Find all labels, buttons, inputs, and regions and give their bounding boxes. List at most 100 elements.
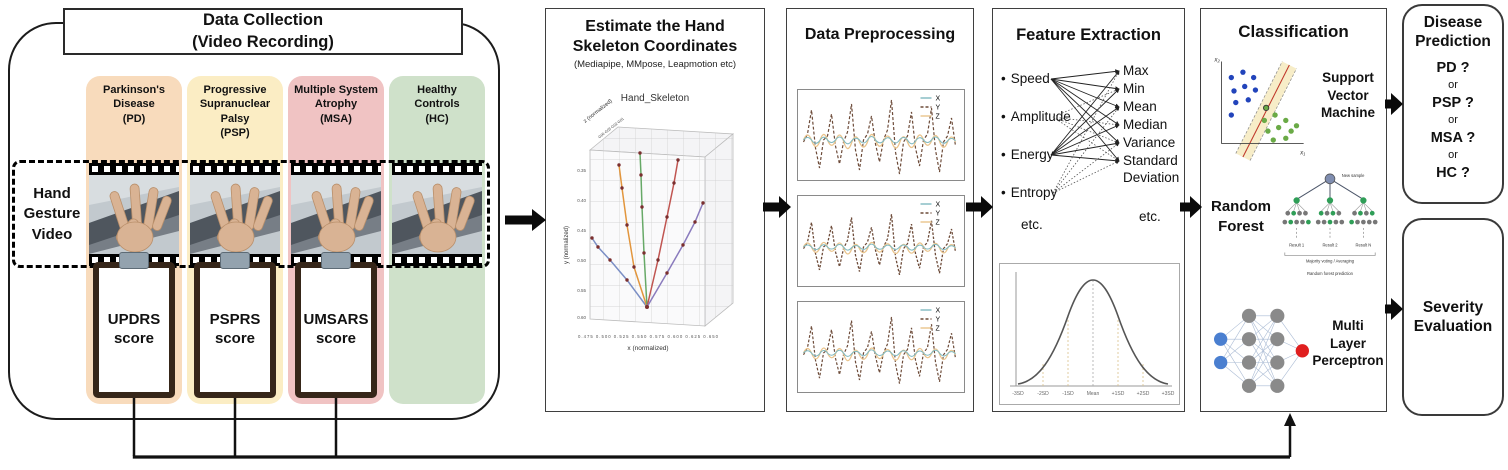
hand-video-still (89, 175, 179, 254)
psprs-score-label: PSPRS score (194, 262, 276, 398)
stat-mean: Mean (1123, 99, 1157, 114)
feedback-arrowhead-icon (1284, 413, 1296, 426)
film-sprockets-icon (291, 163, 381, 175)
legend: X Y Z (920, 308, 941, 333)
legend-z: Z (936, 326, 941, 333)
svg-text:-1SD: -1SD (1062, 391, 1074, 397)
disease-prediction-title: Disease Prediction (1415, 14, 1491, 51)
bullet-icon: • (1001, 147, 1006, 162)
svg-text:-3SD: -3SD (1012, 391, 1024, 397)
group-name-pd: Parkinson's Disease (PD) (103, 84, 165, 125)
estimate-skeleton-title: Estimate the Hand Skeleton Coordinates (572, 18, 738, 55)
mlp-label: Multi Layer Perceptron (1312, 318, 1384, 369)
disease-prediction-box: Disease Prediction PD ? or PSP ? or MSA … (1402, 4, 1504, 204)
feature-energy: • Energy (1001, 147, 1054, 162)
film-sprockets-icon (392, 254, 482, 266)
root-label: New sample (1342, 173, 1365, 178)
svg-text:Mean: Mean (1087, 391, 1100, 397)
svm-y-axis-label: x₂ (1213, 56, 1220, 63)
group-name-msa: Multiple System Atrophy (MSA) (294, 84, 378, 125)
umsars-score-label: UMSARS score (295, 262, 377, 398)
mlp-diagram (1214, 308, 1309, 393)
option-psp: PSP ? (1432, 94, 1474, 111)
class-b-points (1261, 104, 1300, 143)
svm-label: Support Vector Machine (1320, 70, 1375, 121)
hand-skeleton-3d-plot: Hand_Skeleton (564, 93, 735, 352)
preprocessing-title: Data Preprocessing (804, 26, 956, 43)
hand-video-still (190, 175, 280, 254)
voting-label: Majority voting / Averaging (1306, 258, 1355, 263)
stat-median: Median (1123, 117, 1168, 132)
hand-gesture-video-label: Hand Gesture Video (23, 185, 81, 243)
legend-y: Y (936, 317, 941, 324)
video-frame-hc (392, 163, 482, 266)
y-tick: 0.55 (577, 288, 586, 293)
stat-min: Min (1123, 81, 1145, 96)
or-separator: or (1448, 149, 1458, 162)
svg-text:+3SD: +3SD (1162, 391, 1175, 397)
stat-max: Max (1123, 63, 1149, 78)
film-sprockets-icon (89, 163, 179, 175)
data-collection-title: Data Collection (Video Recording) (63, 8, 463, 55)
updrs-score-label: UPDRS score (93, 262, 175, 398)
feature-amplitude: • Amplitude (1001, 109, 1071, 124)
legend-x: X (936, 96, 941, 103)
classification-box: Classification x₂ x₁ Support Vector (1200, 8, 1387, 412)
legend-z: Z (936, 220, 941, 227)
signal-plot-1: X Y Z (797, 89, 965, 181)
film-sprockets-icon (190, 163, 280, 175)
joint-dots (590, 151, 705, 309)
distribution-curve-panel: -3SD -2SD -1SD Mean +1SD +2SD +3SD (999, 263, 1180, 405)
y-tick: 0.35 (577, 168, 586, 173)
legend: X Y Z (920, 202, 941, 227)
severity-evaluation-title: Severity Evaluation (1413, 298, 1493, 335)
hand-video-still (392, 175, 482, 254)
y-tick: 0.50 (577, 258, 586, 263)
svg-text:+1SD: +1SD (1112, 391, 1125, 397)
video-frame-pd (89, 163, 179, 266)
updrs-clipboard: UPDRS score (93, 252, 175, 398)
feature-mapping-arrows (1050, 69, 1120, 194)
features-etc: etc. (1021, 217, 1043, 232)
feature-speed: • Speed (1001, 71, 1050, 86)
clipboard-clip-icon (119, 252, 149, 269)
legend-x: X (936, 202, 941, 209)
result-n-label: Result N (1356, 243, 1372, 248)
option-hc: HC ? (1436, 164, 1470, 181)
legend-y: Y (936, 211, 941, 218)
z-axis-label: z (normalized) (583, 98, 614, 124)
hand-video-still (291, 175, 381, 254)
stats-etc: etc. (1139, 209, 1161, 224)
psprs-clipboard: PSPRS score (194, 252, 276, 398)
signal-plot-3: X Y Z (797, 301, 965, 393)
legend-y: Y (936, 105, 941, 112)
feature-extraction-title: Feature Extraction (1016, 26, 1161, 44)
clipboard-clip-icon (321, 252, 351, 269)
or-separator: or (1448, 114, 1458, 127)
result-2-label: Result 2 (1322, 243, 1338, 248)
or-separator: or (1448, 79, 1458, 92)
classification-title: Classification (1238, 22, 1349, 41)
bullet-icon: • (1001, 185, 1006, 200)
estimate-skeleton-subtitle: (Mediapipe, MMpose, Leapmotion etc) (573, 59, 737, 70)
preprocessing-box: Data Preprocessing X Y Z (786, 8, 974, 412)
class-a-points (1228, 69, 1259, 118)
root-node (1324, 173, 1336, 185)
video-frame-psp (190, 163, 280, 266)
y-tick: 0.40 (577, 198, 586, 203)
group-name-psp: Progressive Supranuclear Palsy (PSP) (199, 84, 271, 139)
feature-extraction-box: Feature Extraction • Speed • Amplitude • En… (992, 8, 1185, 412)
x-ticks: 0.475 0.500 0.525 0.550 0.575 0.600 0.62… (578, 334, 719, 339)
bell-tick-labels: -3SD -2SD -1SD Mean +1SD +2SD +3SD (1012, 391, 1174, 397)
mlp-nodes (1214, 308, 1309, 393)
clipboard-clip-icon (220, 252, 250, 269)
stat-variance: Variance (1123, 135, 1176, 150)
x-axis-label: x (normalized) (627, 345, 668, 352)
estimate-skeleton-box: Estimate the Hand Skeleton Coordinates (… (545, 8, 765, 412)
random-forest-diagram: New sample Result 1 Result 2 Result N Ma… (1282, 173, 1378, 276)
legend-z: Z (936, 114, 941, 121)
svg-text:+2SD: +2SD (1137, 391, 1150, 397)
severity-evaluation-box: Severity Evaluation (1402, 218, 1504, 416)
option-msa: MSA ? (1430, 129, 1476, 146)
